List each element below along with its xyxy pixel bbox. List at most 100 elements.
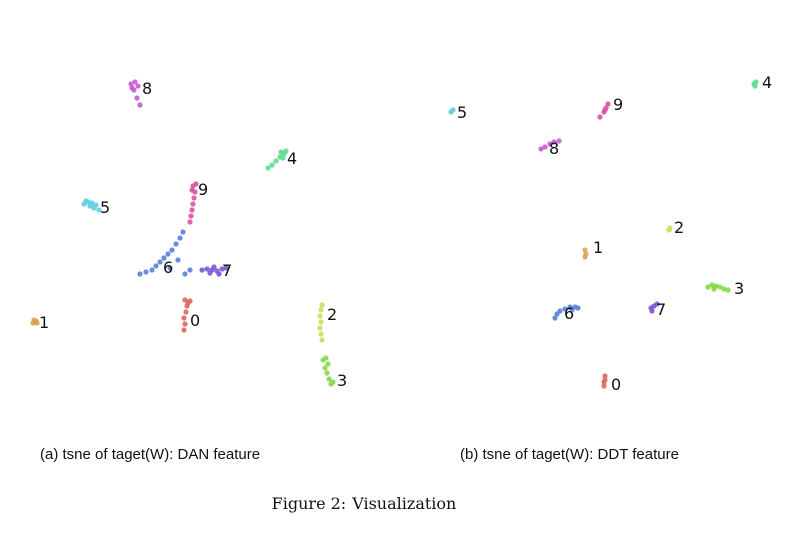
point-8-4 [556,138,562,144]
point-3-6 [711,286,717,292]
point-4-7 [280,155,286,161]
cluster-label-4: 4 [762,73,772,92]
cluster-label-1: 1 [593,238,603,257]
scatter-plot-dan: 0 1 2 3 4 5 6 7 8 9 [30,79,347,390]
point-6-2 [557,308,563,314]
point-0-2 [602,373,608,379]
cluster-9: 9 [597,95,623,120]
cluster-label-3: 3 [734,279,744,298]
point-7-4 [219,266,225,272]
cluster-label-7: 7 [656,300,666,319]
point-5-6 [91,205,97,211]
point-9-4 [191,195,197,201]
point-6-12 [182,271,188,277]
cluster-4: 4 [751,73,772,92]
point-3-3 [717,284,723,290]
point-6-1 [143,269,149,275]
point-8-0 [137,102,143,108]
cluster-0: 0 [181,297,200,333]
point-7-3 [649,308,655,314]
scatter-plot-ddt: 0 1 2 3 4 5 6 7 8 9 [448,73,772,394]
point-8-3 [128,81,134,87]
point-2-1 [318,331,324,337]
point-6-0 [137,271,143,277]
point-3-4 [721,286,727,292]
point-3-3 [324,370,330,376]
point-8-1 [134,95,140,101]
point-6-4 [157,259,163,265]
point-9-1 [188,213,194,219]
point-4-1 [269,162,275,168]
point-6-14 [167,265,173,271]
point-0-0 [601,383,607,389]
figure-caption: Figure 2: Visualization [0,494,734,513]
subfigure-caption-b: (b) tsne of taget(W): DDT feature [460,446,679,463]
cluster-label-5: 5 [100,198,110,217]
point-2-5 [318,307,324,313]
point-7-6 [207,270,213,276]
point-0-7 [187,298,193,304]
point-6-10 [180,229,186,235]
point-6-11 [175,257,181,263]
point-2-0 [319,337,325,343]
point-2-2 [317,325,323,331]
point-6-7 [569,307,575,313]
point-3-2 [326,376,332,382]
cluster-label-8: 8 [549,139,559,158]
point-9-3 [605,101,611,107]
point-0-1 [182,321,188,327]
point-0-3 [601,379,607,385]
cluster-label-6: 6 [564,304,574,323]
point-3-5 [725,287,731,293]
point-4-5 [278,149,284,155]
point-6-8 [173,241,179,247]
point-4-2 [752,83,758,89]
point-5-4 [83,198,89,204]
point-9-3 [190,201,196,207]
point-3-1 [709,282,715,288]
cluster-label-7: 7 [222,261,232,280]
point-3-7 [323,355,329,361]
cluster-2: 2 [666,218,684,237]
cluster-label-2: 2 [327,305,337,324]
point-0-2 [181,315,187,321]
point-8-4 [132,79,138,85]
point-6-6 [575,305,581,311]
cluster-8: 8 [538,138,562,158]
cluster-5: 5 [448,103,467,122]
point-9-2 [189,207,195,213]
point-6-7 [169,247,175,253]
point-9-0 [187,219,193,225]
point-6-13 [187,267,193,273]
point-9-0 [597,114,603,120]
cluster-label-3: 3 [337,371,347,390]
point-2-4 [317,313,323,319]
point-4-0 [265,165,271,171]
point-7-0 [199,267,205,273]
point-2-3 [318,319,324,325]
cluster-label-8: 8 [142,79,152,98]
cluster-label-0: 0 [611,375,621,394]
cluster-4: 4 [265,148,297,171]
point-7-8 [216,271,222,277]
point-6-2 [149,267,155,273]
point-3-1 [330,379,336,385]
point-0-3 [183,309,189,315]
figure-caption-text: Visualization [352,494,457,513]
point-7-5 [223,265,229,271]
point-8-5 [135,83,141,89]
point-6-5 [161,255,167,261]
point-9-8 [189,187,195,193]
point-5-1 [450,107,456,113]
subfigure-caption-a: (a) tsne of taget(W): DAN feature [40,446,261,463]
point-6-3 [153,263,159,269]
point-3-5 [325,361,331,367]
cluster-5: 5 [81,198,110,217]
point-8-0 [538,146,544,152]
cluster-3: 3 [320,355,347,390]
point-3-4 [322,365,328,371]
point-6-0 [552,315,558,321]
cluster-label-6: 6 [163,258,173,277]
point-2-6 [319,302,325,308]
